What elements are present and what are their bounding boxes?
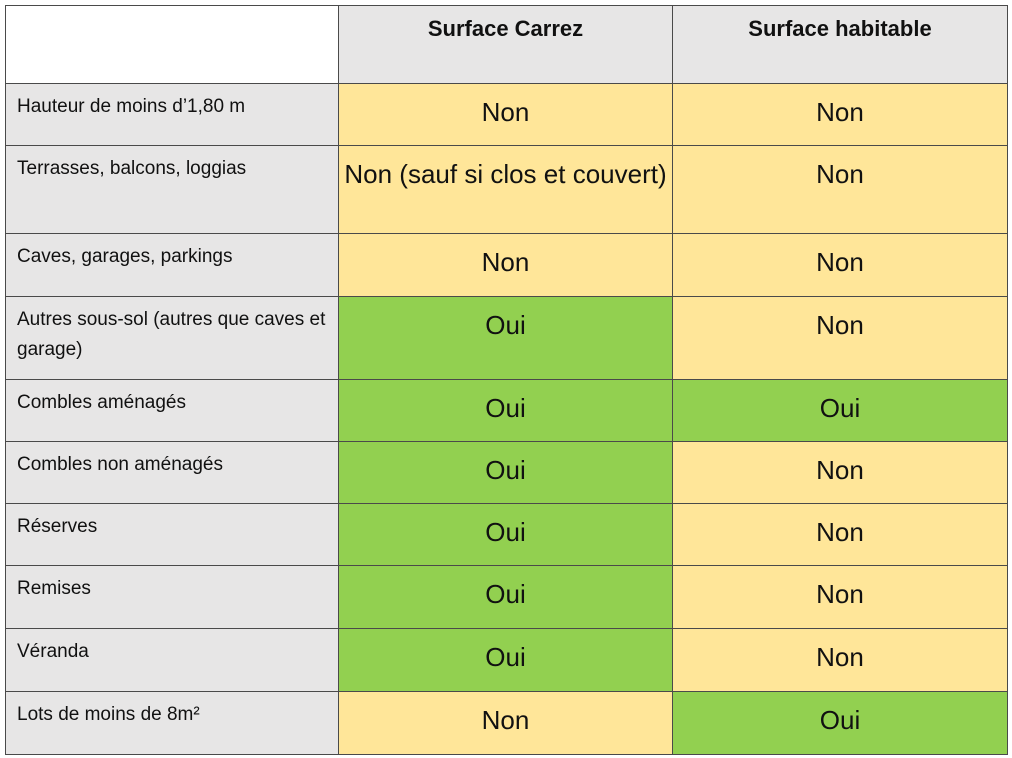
row-label: Combles non aménagés [5, 441, 339, 504]
table-row: Autres sous-sol (autres que caves et gar… [5, 296, 1008, 380]
table-row: Caves, garages, parkings Non Non [5, 233, 1008, 297]
row-label: Lots de moins de 8m² [5, 691, 339, 755]
habitable-value: Non [672, 628, 1008, 692]
row-label: Réserves [5, 503, 339, 566]
header-blank [5, 5, 339, 84]
carrez-value: Non [338, 83, 673, 146]
habitable-value: Non [672, 503, 1008, 566]
table-row: Combles non aménagés Oui Non [5, 441, 1008, 504]
row-label: Autres sous-sol (autres que caves et gar… [5, 296, 339, 380]
habitable-value: Non [672, 441, 1008, 504]
table-row: Réserves Oui Non [5, 503, 1008, 566]
header-surface-habitable: Surface habitable [672, 5, 1008, 84]
habitable-value: Non [672, 296, 1008, 380]
row-label: Hauteur de moins d’1,80 m [5, 83, 339, 146]
table-row: Hauteur de moins d’1,80 m Non Non [5, 83, 1008, 146]
carrez-value: Oui [338, 441, 673, 504]
row-label: Véranda [5, 628, 339, 692]
table-row: Lots de moins de 8m² Non Oui [5, 691, 1008, 755]
carrez-value: Oui [338, 628, 673, 692]
table-row: Terrasses, balcons, loggias Non (sauf si … [5, 145, 1008, 234]
surface-comparison-table: Surface Carrez Surface habitable Hauteur… [5, 5, 1008, 755]
row-label: Combles aménagés [5, 379, 339, 442]
habitable-value: Oui [672, 379, 1008, 442]
carrez-value: Oui [338, 296, 673, 380]
table-row: Véranda Oui Non [5, 628, 1008, 692]
habitable-value: Non [672, 145, 1008, 234]
habitable-value: Non [672, 233, 1008, 297]
carrez-value: Non (sauf si clos et couvert) [338, 145, 673, 234]
carrez-value: Non [338, 233, 673, 297]
carrez-value: Oui [338, 503, 673, 566]
header-surface-carrez: Surface Carrez [338, 5, 673, 84]
carrez-value: Oui [338, 379, 673, 442]
habitable-value: Non [672, 83, 1008, 146]
row-label: Terrasses, balcons, loggias [5, 145, 339, 234]
row-label: Caves, garages, parkings [5, 233, 339, 297]
table-row: Combles aménagés Oui Oui [5, 379, 1008, 442]
habitable-value: Oui [672, 691, 1008, 755]
row-label: Remises [5, 565, 339, 629]
habitable-value: Non [672, 565, 1008, 629]
carrez-value: Non [338, 691, 673, 755]
table-row: Remises Oui Non [5, 565, 1008, 629]
carrez-value: Oui [338, 565, 673, 629]
header-row: Surface Carrez Surface habitable [5, 5, 1008, 84]
